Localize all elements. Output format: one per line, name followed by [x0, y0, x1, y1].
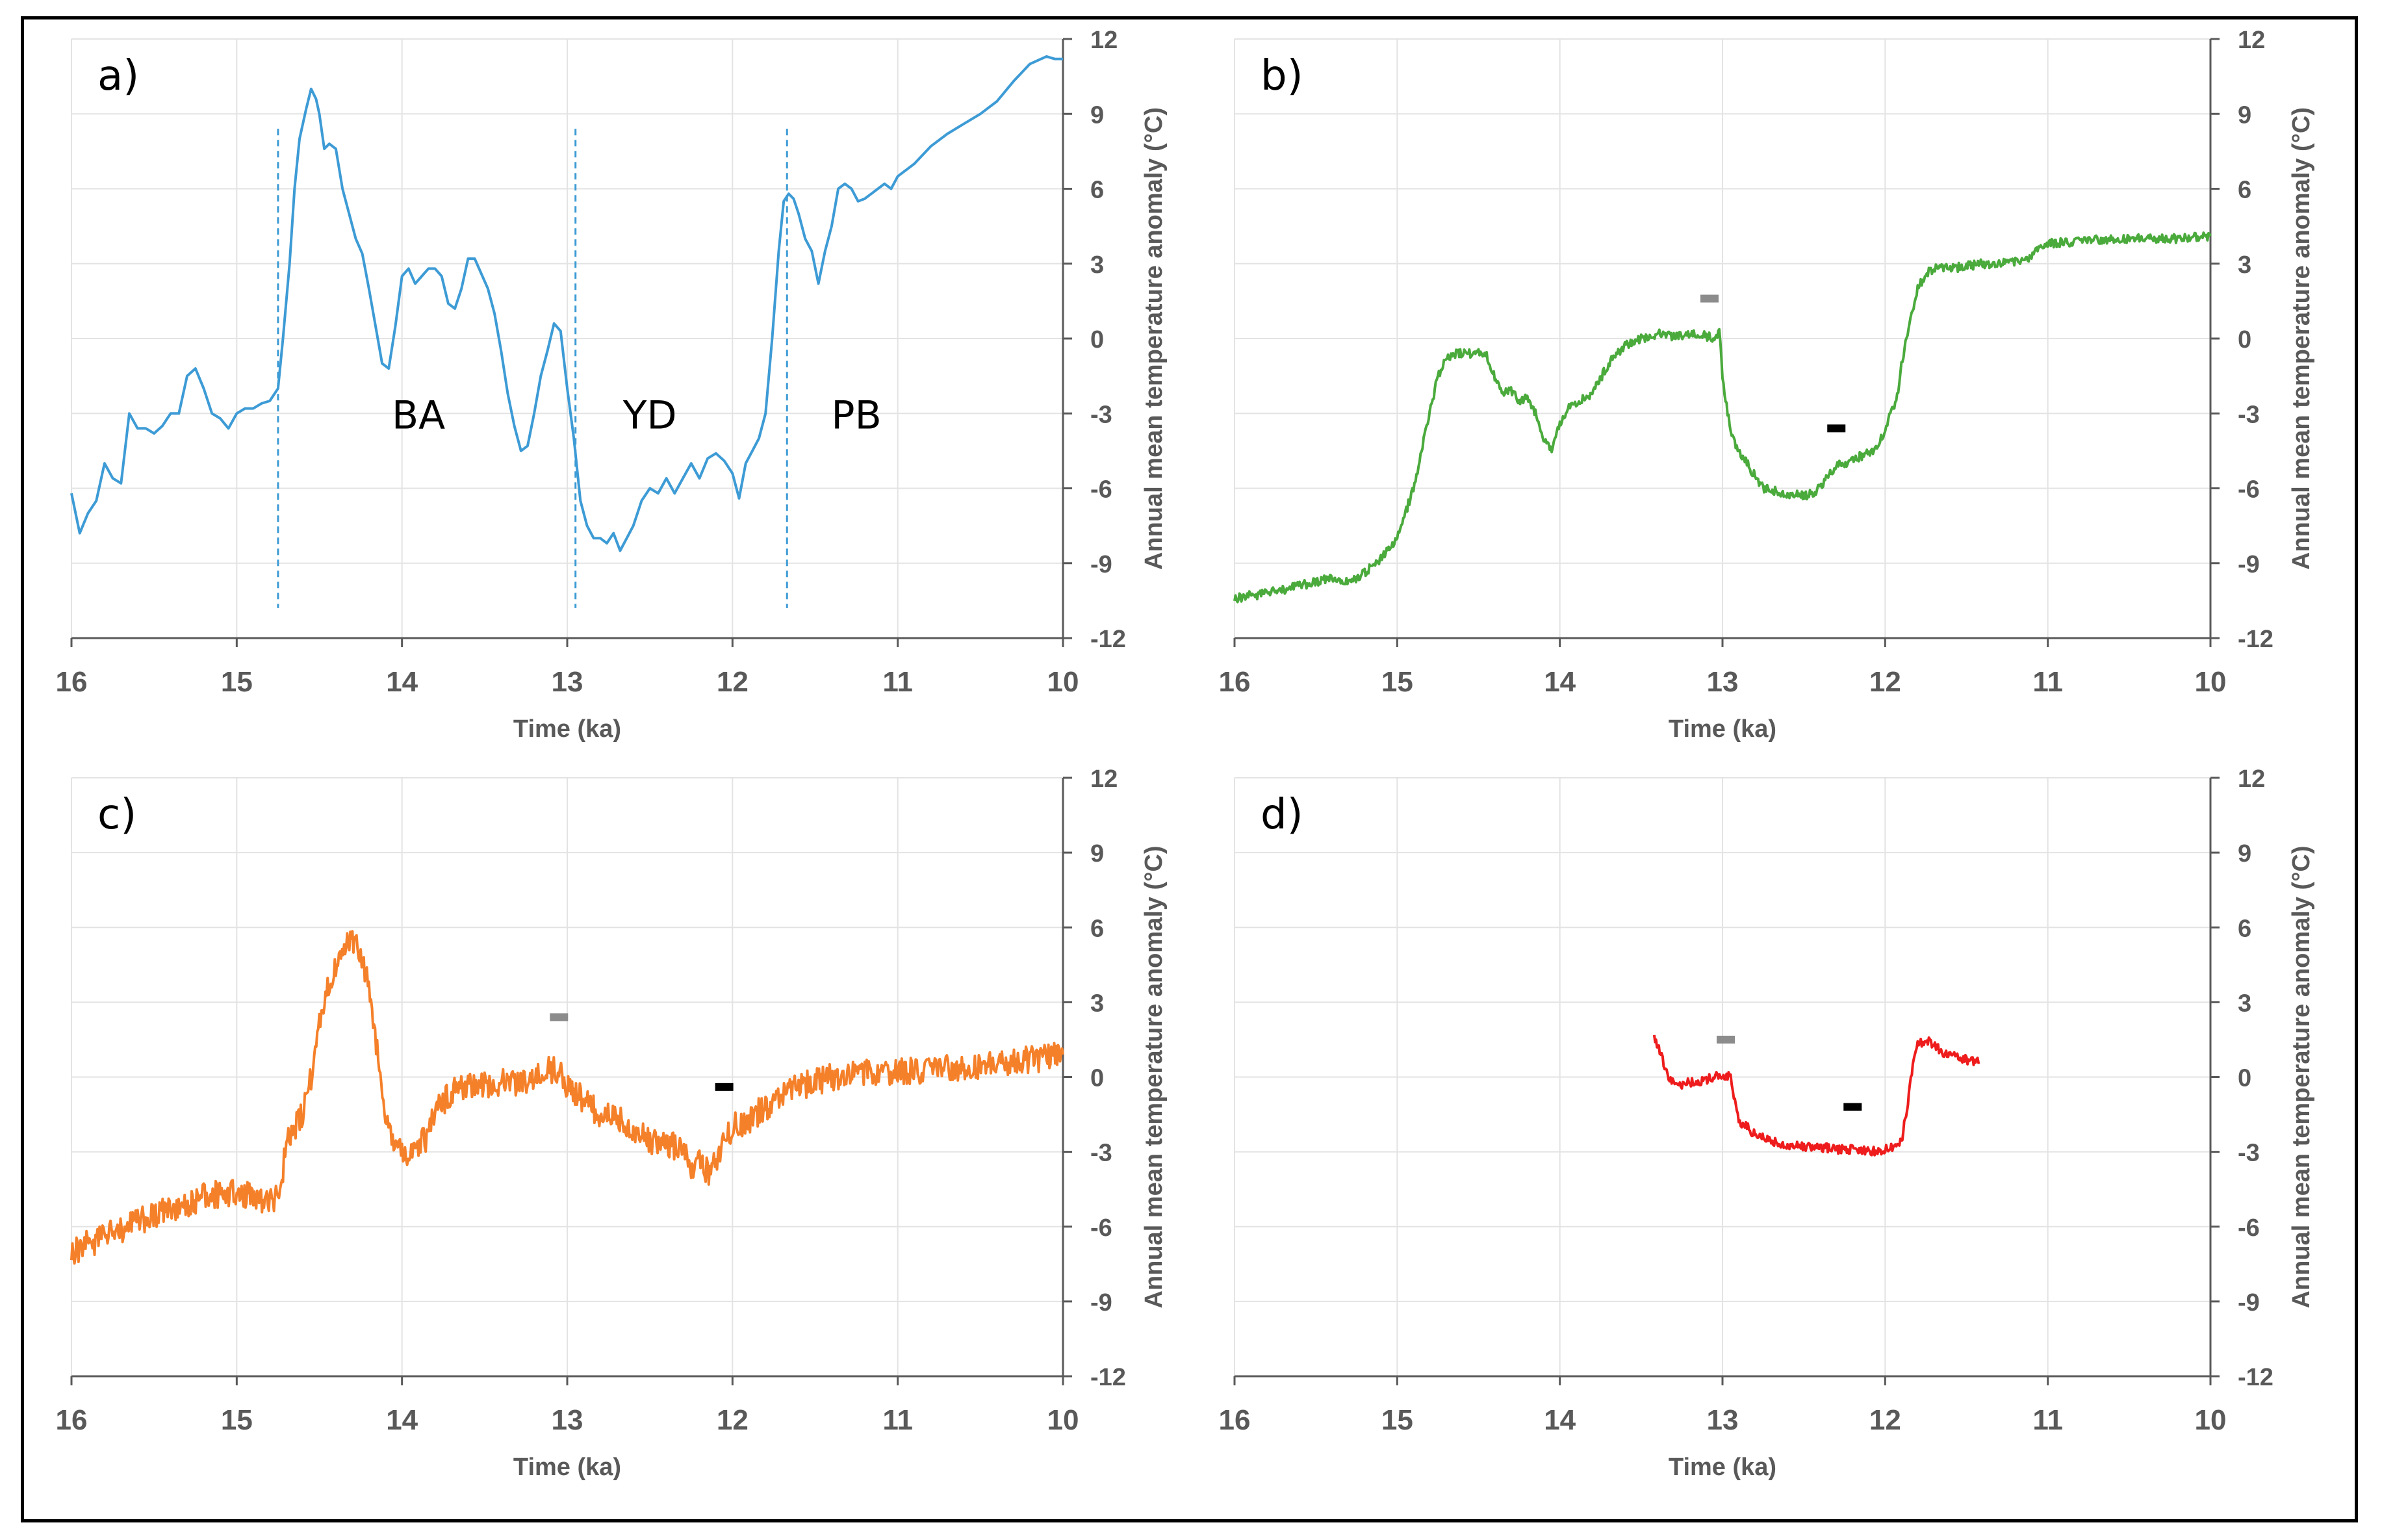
- x-tick-label: 13: [1707, 666, 1739, 698]
- x-tick-label: 12: [717, 666, 749, 698]
- panel-b: 16 15 14 13 12 11 10 -12 -9 -6 -3 0 3 6 9 12 Time (ka) An…: [1219, 27, 2315, 743]
- series-line-reconstruction: [70, 55, 1063, 552]
- y-tick-label: -3: [2238, 401, 2260, 428]
- y-tick-label: 0: [1090, 326, 1104, 353]
- x-tick-label: 10: [2195, 666, 2227, 698]
- y-tick-label: 3: [1090, 990, 1104, 1017]
- x-tick-label: 16: [1219, 666, 1251, 698]
- x-tick-label: 15: [221, 666, 253, 698]
- x-tick-label: 11: [2032, 1404, 2063, 1436]
- x-axis-title: Time (ka): [1669, 715, 1776, 743]
- marker-dash: [1843, 1103, 1862, 1111]
- series-line-simulation: [70, 930, 1064, 1265]
- y-tick-label: 3: [2238, 251, 2251, 279]
- panel-label: b): [1261, 52, 1303, 100]
- y-tick-label: 6: [1090, 915, 1104, 942]
- x-tick-label: 14: [1544, 1404, 1576, 1436]
- x-tick-label: 15: [1381, 1404, 1413, 1436]
- x-axis-title: Time (ka): [513, 1454, 621, 1481]
- x-axis-title: Time (ka): [1669, 1454, 1776, 1481]
- y-tick-label: -6: [1090, 1214, 1112, 1242]
- x-tick-label: 12: [1869, 1404, 1901, 1436]
- y-tick-label: 6: [2238, 915, 2251, 942]
- region-label-pb: PB: [831, 392, 881, 438]
- y-tick-label: -6: [2238, 476, 2260, 504]
- y-tick-label: -6: [1090, 476, 1112, 504]
- y-tick-label: -12: [1090, 1364, 1126, 1391]
- panel-label: d): [1261, 791, 1303, 839]
- y-tick-label: 12: [1090, 765, 1118, 793]
- x-tick-label: 13: [552, 1404, 583, 1436]
- x-tick-label: 16: [1219, 1404, 1251, 1436]
- y-tick-label: -9: [2238, 551, 2260, 578]
- figure-border: [21, 16, 2358, 1522]
- y-tick-label: 9: [1090, 840, 1104, 867]
- y-tick-label: 9: [2238, 840, 2251, 867]
- y-tick-label: -3: [1090, 401, 1112, 428]
- x-tick-label: 11: [882, 1404, 913, 1436]
- y-tick-label: -12: [2238, 1364, 2273, 1391]
- y-tick-label: 6: [2238, 177, 2251, 204]
- y-axis-title: Annual mean temperature anomaly (°C): [1140, 107, 1168, 570]
- x-tick-label: 14: [1544, 666, 1576, 698]
- x-tick-label: 14: [386, 666, 418, 698]
- y-tick-label: 6: [1090, 177, 1104, 204]
- y-tick-label: -6: [2238, 1214, 2260, 1242]
- x-tick-label: 13: [1707, 1404, 1739, 1436]
- x-tick-label: 15: [1381, 666, 1413, 698]
- x-tick-label: 12: [1869, 666, 1901, 698]
- panel-a: 16 15 14 13 12 11 10 -12 -9 -6 -3 0 3 6 9 12 Time (ka) An…: [56, 27, 1168, 743]
- marker-dash: [1717, 1035, 1735, 1044]
- y-tick-label: 9: [2238, 101, 2251, 129]
- x-tick-label: 16: [56, 666, 88, 698]
- panel-c: 16 15 14 13 12 11 10 -12 -9 -6 -3 0 3 6 9 12 Time (ka) An…: [56, 765, 1168, 1481]
- marker-dash: [1827, 424, 1846, 433]
- panel-label: c): [97, 791, 136, 839]
- y-tick-label: -9: [2238, 1289, 2260, 1316]
- marker-dash: [550, 1013, 569, 1021]
- y-tick-label: -12: [2238, 626, 2273, 653]
- region-label-yd: YD: [622, 392, 677, 438]
- y-tick-label: 12: [1090, 27, 1118, 54]
- x-tick-label: 10: [1047, 666, 1079, 698]
- y-tick-label: -3: [2238, 1140, 2260, 1167]
- x-tick-label: 11: [2032, 666, 2063, 698]
- y-tick-label: 0: [2238, 326, 2251, 353]
- x-tick-label: 14: [386, 1404, 418, 1436]
- y-tick-label: 3: [2238, 990, 2251, 1017]
- y-tick-label: 3: [1090, 251, 1104, 279]
- y-tick-label: 12: [2238, 765, 2265, 793]
- y-tick-label: -12: [1090, 626, 1126, 653]
- y-axis-title: Annual mean temperature anomaly (°C): [1140, 845, 1168, 1308]
- panel-d: 16 15 14 13 12 11 10 -12 -9 -6 -3 0 3 6 9 12 Time (ka) An…: [1219, 765, 2315, 1481]
- y-tick-label: 12: [2238, 27, 2265, 54]
- y-tick-label: 0: [1090, 1065, 1104, 1092]
- x-tick-label: 16: [56, 1404, 88, 1436]
- x-tick-label: 10: [1047, 1404, 1079, 1436]
- y-axis-title: Annual mean temperature anomaly (°C): [2288, 107, 2315, 570]
- y-tick-label: -9: [1090, 551, 1112, 578]
- x-tick-label: 15: [221, 1404, 253, 1436]
- marker-dash: [715, 1083, 734, 1091]
- region-label-ba: BA: [392, 392, 445, 438]
- x-tick-label: 13: [552, 666, 583, 698]
- y-axis-title: Annual mean temperature anomaly (°C): [2288, 845, 2315, 1308]
- y-tick-label: -3: [1090, 1140, 1112, 1167]
- x-tick-label: 11: [882, 666, 913, 698]
- panel-label: a): [97, 52, 139, 100]
- x-axis-title: Time (ka): [513, 715, 621, 743]
- y-tick-label: 0: [2238, 1065, 2251, 1092]
- y-tick-label: -9: [1090, 1289, 1112, 1316]
- series-line-simulation: [1652, 1034, 1980, 1157]
- series-line-simulation: [1233, 231, 2212, 604]
- x-tick-label: 12: [717, 1404, 749, 1436]
- x-tick-label: 10: [2195, 1404, 2227, 1436]
- y-tick-label: 9: [1090, 101, 1104, 129]
- marker-dash: [1700, 294, 1719, 303]
